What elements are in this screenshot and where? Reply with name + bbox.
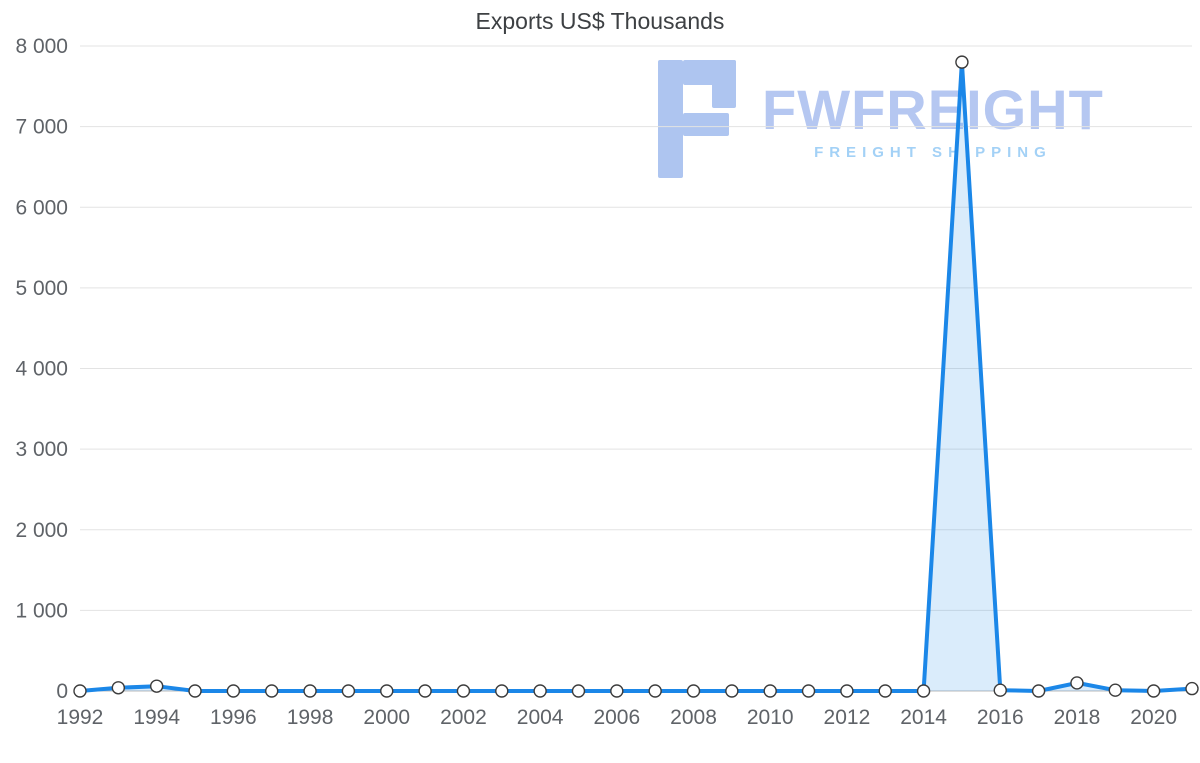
data-point-2003[interactable] — [495, 684, 509, 698]
x-tick-label-2008: 2008 — [670, 706, 717, 729]
data-point-1999[interactable] — [341, 684, 356, 698]
data-point-2009[interactable] — [725, 684, 739, 698]
y-tick-label-1000: 1 000 — [15, 599, 68, 622]
y-tick-label-4000: 4 000 — [15, 358, 68, 381]
data-point-2020[interactable] — [1146, 684, 1161, 698]
data-point-2011[interactable] — [801, 684, 816, 698]
x-tick-label-1992: 1992 — [57, 706, 104, 729]
data-point-2001[interactable] — [418, 684, 432, 698]
y-tick-label-5000: 5 000 — [15, 277, 68, 300]
data-point-2002[interactable] — [456, 684, 471, 698]
x-tick-label-2014: 2014 — [900, 706, 947, 729]
chart-title: Exports US$ Thousands — [475, 8, 725, 34]
data-point-1995[interactable] — [188, 684, 202, 698]
exports-line-chart: 0 1 000 2 000 3 000 4 000 5 000 6 000 7 000 8 00… — [15, 35, 1199, 729]
data-point-1992[interactable] — [73, 684, 87, 698]
data-point-2018[interactable] — [1070, 676, 1084, 690]
data-point-1993[interactable] — [111, 681, 126, 695]
y-tick-label-0: 0 — [56, 680, 68, 703]
x-tick-label-2004: 2004 — [517, 706, 564, 729]
y-tick-label-2000: 2 000 — [15, 519, 68, 542]
x-tick-label-2012: 2012 — [824, 706, 871, 729]
x-tick-label-2000: 2000 — [363, 706, 410, 729]
x-tick-label-2002: 2002 — [440, 706, 487, 729]
data-point-2013[interactable] — [878, 684, 892, 698]
data-point-2000[interactable] — [380, 684, 394, 698]
x-tick-label-2016: 2016 — [977, 706, 1024, 729]
data-point-2004[interactable] — [533, 684, 547, 698]
x-tick-label-1996: 1996 — [210, 706, 257, 729]
x-tick-label-1998: 1998 — [287, 706, 334, 729]
x-tick-label-1994: 1994 — [133, 706, 180, 729]
data-point-2016[interactable] — [993, 683, 1007, 697]
series-area — [80, 62, 1192, 692]
data-point-2008[interactable] — [686, 684, 701, 698]
data-point-2021[interactable] — [1185, 681, 1199, 696]
data-point-1997[interactable] — [265, 684, 279, 698]
data-point-2015[interactable] — [955, 55, 969, 69]
y-tick-label-6000: 6 000 — [15, 196, 68, 219]
data-point-1998[interactable] — [303, 684, 317, 698]
y-tick-label-7000: 7 000 — [15, 116, 68, 139]
x-tick-label-2006: 2006 — [593, 706, 640, 729]
data-point-1994[interactable] — [149, 679, 164, 693]
data-point-1996[interactable] — [226, 684, 241, 698]
data-point-2012[interactable] — [840, 684, 854, 698]
data-point-2017[interactable] — [1031, 684, 1046, 698]
data-point-2006[interactable] — [610, 684, 624, 698]
data-point-2007[interactable] — [648, 684, 662, 698]
data-point-2010[interactable] — [763, 684, 777, 698]
data-point-2019[interactable] — [1108, 683, 1123, 697]
x-tick-label-2018: 2018 — [1054, 706, 1101, 729]
series-line — [78, 60, 1194, 693]
data-point-2005[interactable] — [571, 684, 586, 698]
data-point-2014[interactable] — [916, 684, 931, 698]
y-tick-label-8000: 8 000 — [15, 35, 68, 58]
x-tick-label-2020: 2020 — [1130, 706, 1177, 729]
y-tick-label-3000: 3 000 — [15, 438, 68, 461]
x-tick-label-2010: 2010 — [747, 706, 794, 729]
